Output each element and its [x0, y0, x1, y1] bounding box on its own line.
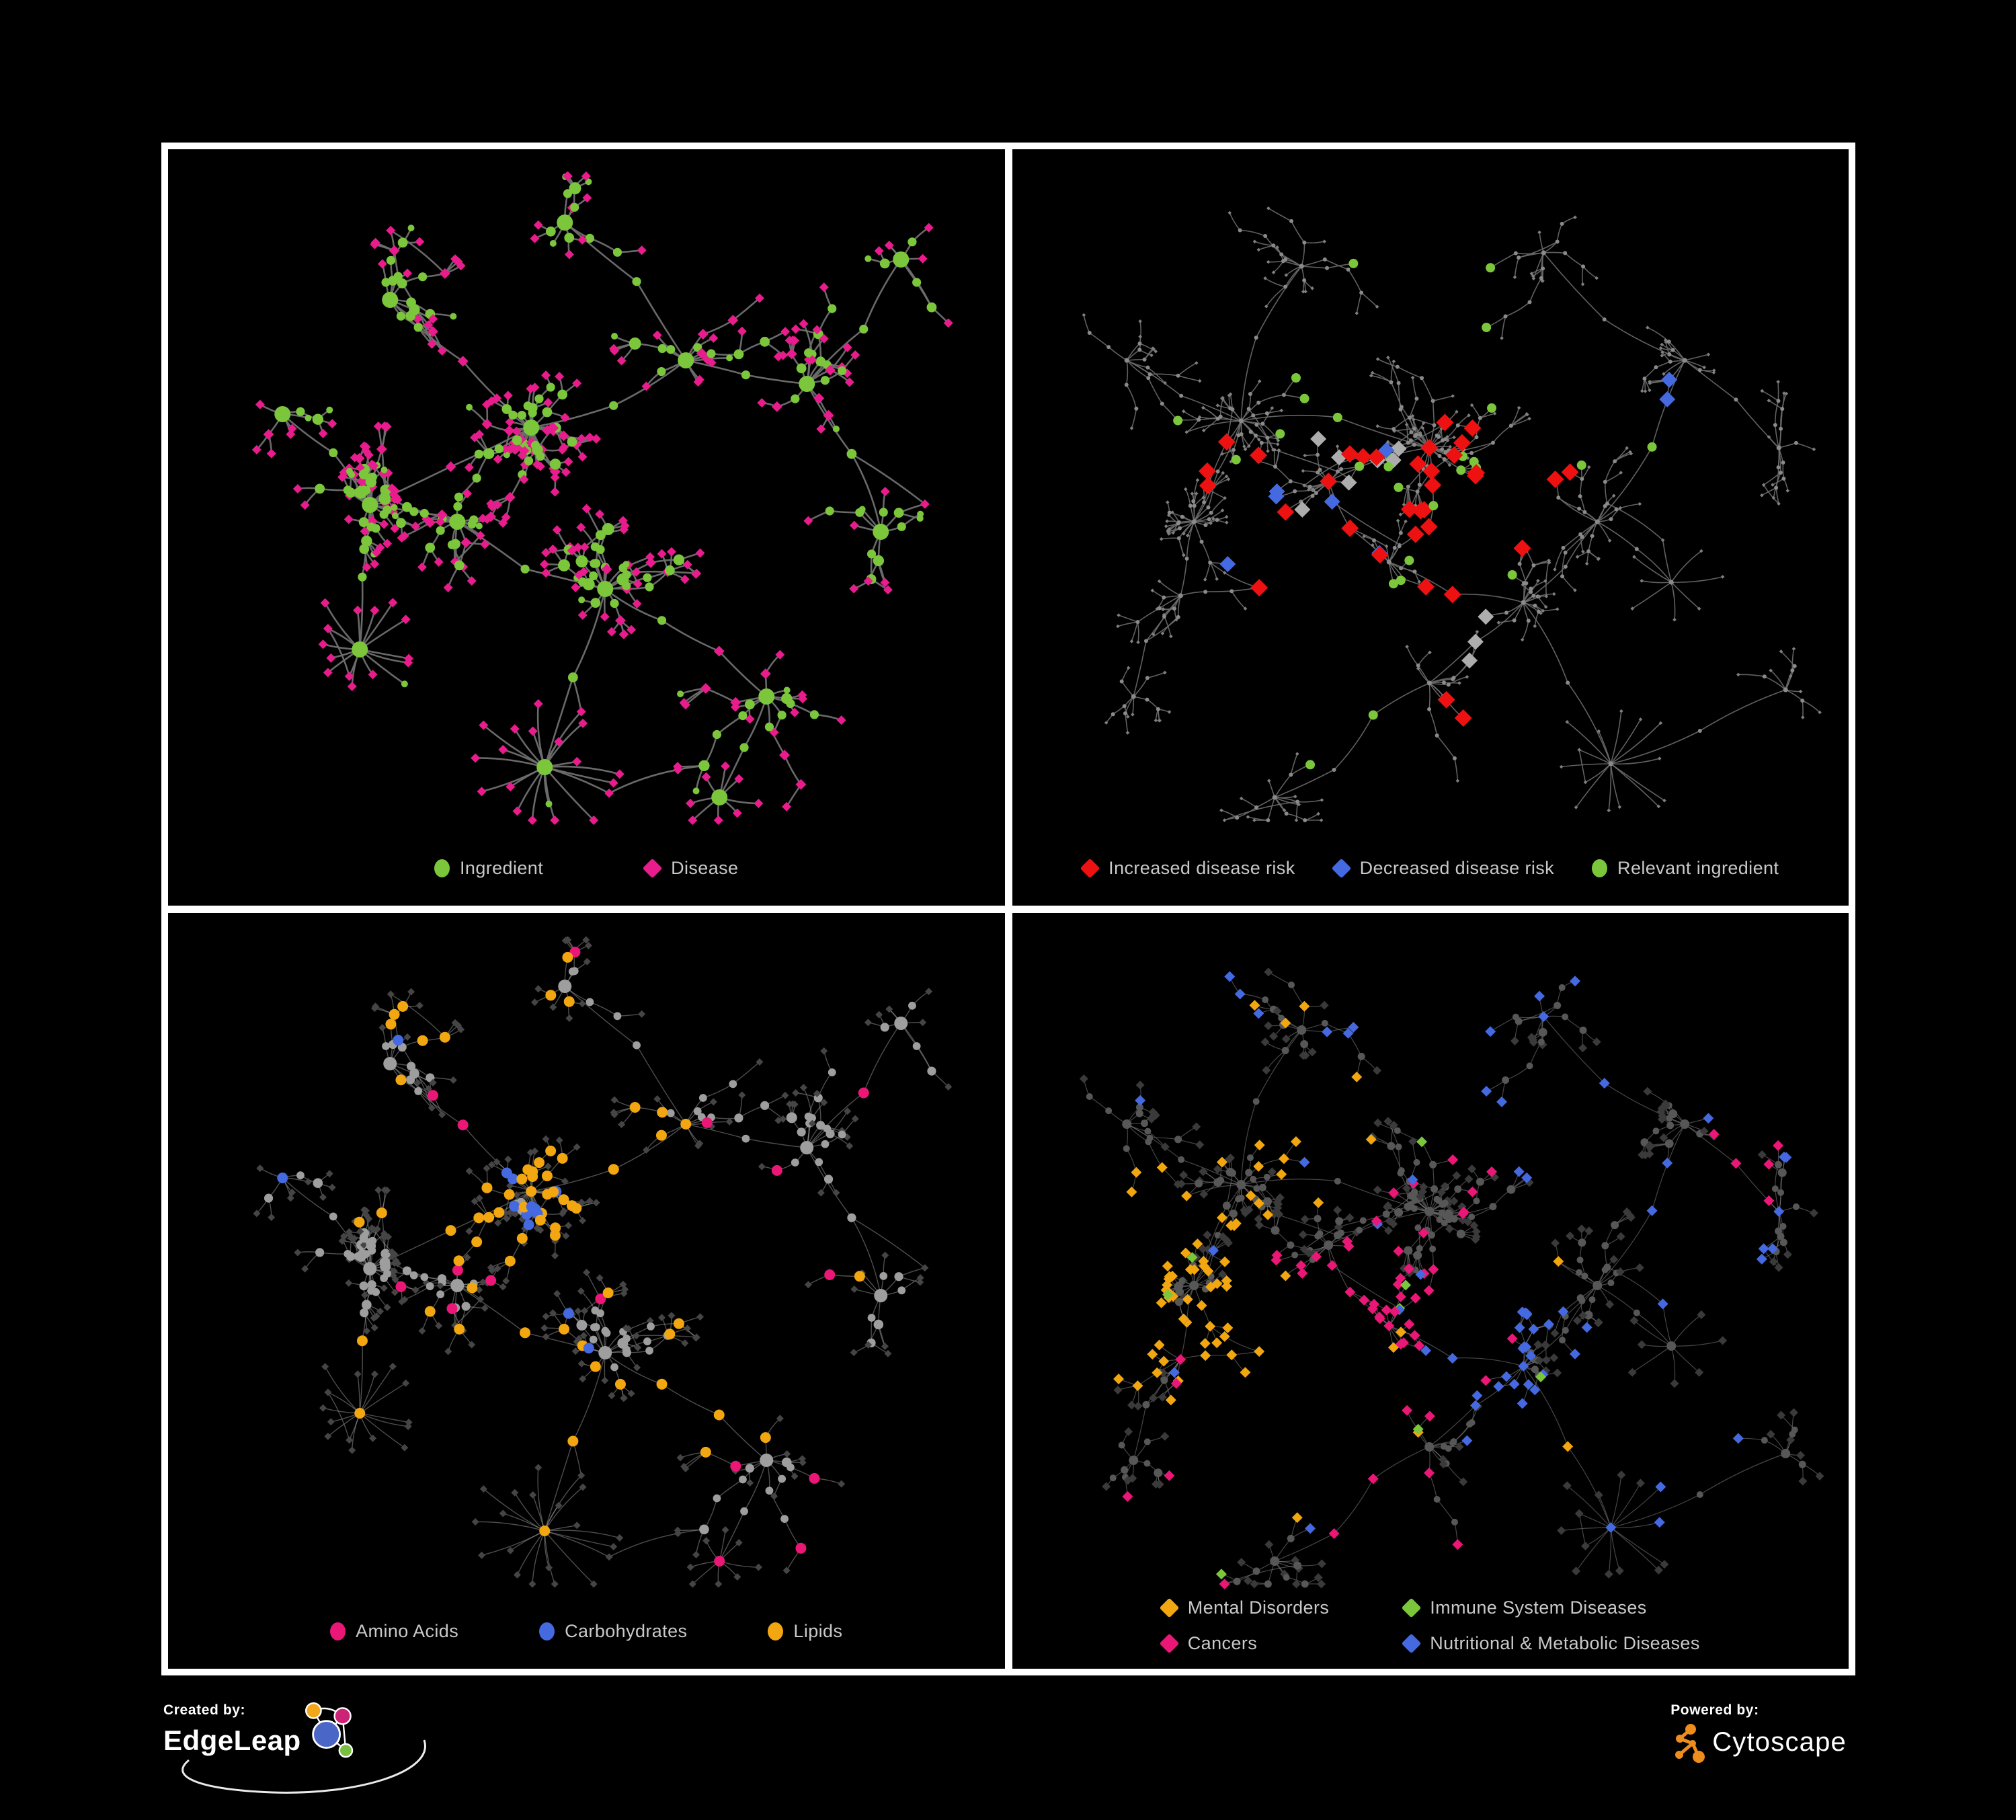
- ingredient-swatch-icon: [434, 859, 450, 877]
- mental-disorders-swatch-icon: [1159, 1597, 1180, 1618]
- edgeleap-logo-text: EdgeLeap: [163, 1725, 301, 1756]
- legend-label-ingredient: Ingredient: [460, 857, 544, 878]
- legend-label-relevant-ingredient: Relevant ingredient: [1617, 857, 1779, 878]
- panel-nutrient-classes: Amino Acids Carbohydrates Lipids: [168, 912, 1005, 1669]
- cytoscape-logo-icon: [1675, 1724, 1705, 1763]
- network-canvas-disease-classes: [1079, 967, 1824, 1589]
- amino-acids-swatch-icon: [330, 1622, 346, 1640]
- legend-item-ingredient: Ingredient: [434, 858, 543, 879]
- legend-label-cancers: Cancers: [1187, 1633, 1258, 1653]
- legend-item-disease: Disease: [642, 857, 739, 879]
- legend-item-mental-disorders: Mental Disorders: [1159, 1597, 1330, 1618]
- legend-label-carbohydrates: Carbohydrates: [565, 1621, 688, 1641]
- legend-label-amino-acids: Amino Acids: [356, 1621, 459, 1641]
- legend-label-increased-risk: Increased disease risk: [1108, 857, 1295, 878]
- legend-label-immune-diseases: Immune System Diseases: [1430, 1597, 1647, 1618]
- network-canvas-nutrient-classes: [253, 936, 953, 1587]
- panel-disease-classes: Mental Disorders Immune System Diseases …: [1012, 912, 1849, 1669]
- disease-swatch-icon: [642, 858, 663, 878]
- lipids-swatch-icon: [768, 1622, 784, 1640]
- legend-label-lipids: Lipids: [793, 1621, 843, 1641]
- legend-item-cancers: Cancers: [1159, 1633, 1329, 1654]
- legend-label-decreased-risk: Decreased disease risk: [1359, 857, 1555, 878]
- legend-item-increased-risk: Increased disease risk: [1080, 857, 1295, 879]
- network-canvas-ingredient-disease: [251, 171, 953, 825]
- legend-label-nutritional-metabolic: Nutritional & Metabolic Diseases: [1430, 1633, 1700, 1653]
- legend-label-mental-disorders: Mental Disorders: [1187, 1597, 1330, 1618]
- increased-risk-swatch-icon: [1080, 858, 1100, 878]
- relevant-ingredient-swatch-icon: [1592, 859, 1608, 877]
- immune-diseases-swatch-icon: [1401, 1597, 1422, 1618]
- legend-item-decreased-risk: Decreased disease risk: [1331, 857, 1555, 879]
- powered-by-label: Powered by:: [1670, 1702, 1759, 1718]
- network-canvas-disease-risk: [1082, 206, 1822, 822]
- cytoscape-credit: Powered by: Cytoscape: [1670, 1702, 1847, 1764]
- legend-item-lipids: Lipids: [768, 1621, 842, 1642]
- legend-item-amino-acids: Amino Acids: [330, 1621, 458, 1642]
- nutritional-metabolic-swatch-icon: [1401, 1633, 1422, 1654]
- legend-nutrient-classes: Amino Acids Carbohydrates Lipids: [168, 1621, 1005, 1642]
- carbohydrates-swatch-icon: [539, 1622, 555, 1640]
- legend-item-relevant-ingredient: Relevant ingredient: [1592, 858, 1779, 879]
- created-by-label: Created by:: [163, 1702, 246, 1718]
- edgeleap-logo-icon: [305, 1702, 353, 1758]
- legend-item-immune-diseases: Immune System Diseases: [1401, 1597, 1699, 1618]
- legend-label-disease: Disease: [671, 857, 739, 878]
- decreased-risk-swatch-icon: [1331, 858, 1351, 878]
- legend-item-carbohydrates: Carbohydrates: [539, 1621, 687, 1642]
- cancers-swatch-icon: [1159, 1633, 1180, 1654]
- legend-item-nutritional-metabolic: Nutritional & Metabolic Diseases: [1401, 1633, 1700, 1654]
- legend-ingredient-disease: Ingredient Disease: [168, 858, 1005, 879]
- legend-disease-classes: Mental Disorders Immune System Diseases …: [1159, 1597, 1700, 1654]
- panel-disease-risk: Increased disease risk Decreased disease…: [1012, 149, 1849, 906]
- legend-disease-risk: Increased disease risk Decreased disease…: [1012, 858, 1849, 879]
- cytoscape-logo-text: Cytoscape: [1712, 1727, 1847, 1757]
- edgeleap-credit: Created by: EdgeLeap: [163, 1702, 486, 1817]
- panel-grid-frame: Ingredient Disease Increased disease ris…: [161, 143, 1855, 1675]
- panel-ingredient-disease: Ingredient Disease: [168, 149, 1005, 906]
